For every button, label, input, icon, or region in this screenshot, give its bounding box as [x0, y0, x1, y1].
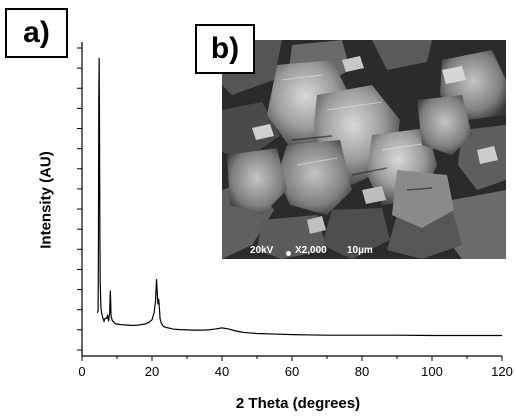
sem-caption: 20kV X2,000 10µm: [222, 242, 506, 256]
sem-scale: 10µm: [347, 245, 373, 256]
panel-label-b: b): [195, 24, 255, 74]
x-tick-label: 80: [355, 364, 369, 379]
x-tick-labels: 0 20 40 60 80 100 120: [78, 364, 512, 379]
panel-label-a: a): [5, 8, 68, 58]
sem-image: [222, 40, 506, 259]
chart-ticks: [77, 47, 503, 361]
x-tick-label: 40: [215, 364, 229, 379]
sem-magnification: X2,000: [295, 245, 327, 256]
sem-micrograph: 20kV X2,000 10µm: [222, 40, 506, 259]
x-axis-title: 2 Theta (degrees): [235, 395, 361, 412]
x-tick-label: 20: [145, 364, 159, 379]
x-tick-label: 100: [421, 364, 443, 379]
y-axis-title: Intensity (AU): [37, 151, 55, 249]
x-tick-label: 0: [78, 364, 85, 379]
scale-dot-icon: [286, 251, 291, 256]
x-tick-label: 60: [285, 364, 299, 379]
xrd-series-line: [96, 57, 502, 337]
sem-voltage: 20kV: [250, 245, 274, 256]
x-tick-label: 120: [491, 364, 513, 379]
